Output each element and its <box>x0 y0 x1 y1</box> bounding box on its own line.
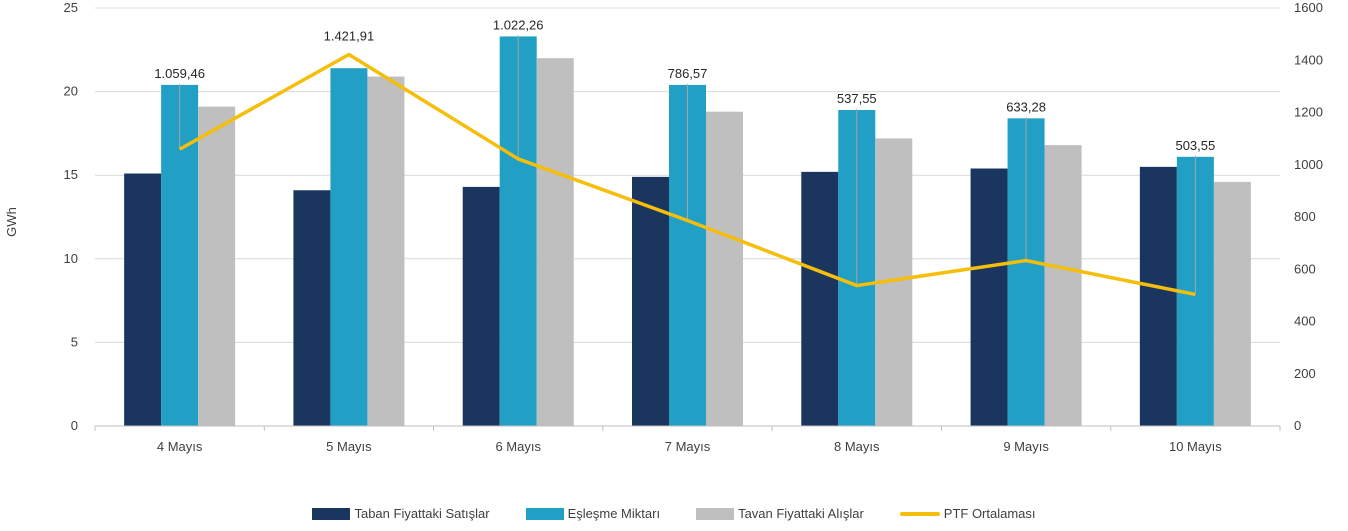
y-tick-label: 15 <box>64 167 78 182</box>
y-tick-label: 25 <box>64 0 78 15</box>
data-label: 633,28 <box>1006 99 1046 114</box>
y-axis-right: 0 200 400 600 800 1000 1200 1400 1600 <box>1294 0 1323 433</box>
ptf-line-path <box>178 52 1196 297</box>
x-axis: 4 Mayıs 5 Mayıs 6 Mayıs 7 Mayıs 8 Mayıs 9 May… <box>94 425 1281 454</box>
legend-swatch-eslesme <box>525 507 564 520</box>
legend-item-tavan: Tavan Fiyattaki Alışlar <box>696 506 864 521</box>
bar <box>293 190 331 426</box>
data-label: 1.421,91 <box>324 29 375 44</box>
y2-tick-label: 200 <box>1294 366 1316 381</box>
y-tick-label: 20 <box>64 84 78 99</box>
legend: Taban Fiyattaki Satışlar Eşleşme Miktarı… <box>0 506 1348 521</box>
bar <box>1044 145 1082 426</box>
y2-tick-label: 0 <box>1294 418 1301 433</box>
x-tick-label: 5 Mayıs <box>326 439 372 454</box>
x-tick-label: 9 Mayıs <box>1003 439 1049 454</box>
legend-item-ptf: PTF Ortalaması <box>899 506 1036 521</box>
y2-tick-label: 1000 <box>1294 157 1323 172</box>
data-label: 503,55 <box>1175 138 1215 153</box>
bar <box>1213 181 1251 426</box>
bar <box>330 68 368 426</box>
y2-tick-label: 1600 <box>1294 0 1323 15</box>
data-label: 537,55 <box>837 91 877 106</box>
bars <box>124 36 1251 427</box>
legend-label-tavan: Tavan Fiyattaki Alışlar <box>738 506 864 521</box>
y-axis-title: GWh <box>4 207 19 237</box>
legend-swatch-ptf <box>899 511 940 516</box>
data-label: 1.059,46 <box>154 66 205 81</box>
y2-tick-label: 1400 <box>1294 52 1323 67</box>
ptf-line <box>178 52 1196 297</box>
legend-swatch-tavan <box>696 507 735 520</box>
y-axis-left: 0 5 10 15 20 25 <box>64 0 78 433</box>
leader-lines <box>179 35 1196 295</box>
y-tick-label: 0 <box>71 418 78 433</box>
bar <box>198 106 236 426</box>
legend-item-eslesme: Eşleşme Miktarı <box>525 506 661 521</box>
bar <box>1139 166 1177 426</box>
x-tick-label: 8 Mayıs <box>834 439 880 454</box>
y-tick-label: 10 <box>64 251 78 266</box>
bar <box>367 76 405 426</box>
legend-label-taban: Taban Fiyattaki Satışlar <box>354 506 490 521</box>
bar <box>536 58 574 426</box>
y2-tick-label: 800 <box>1294 209 1316 224</box>
bar <box>801 171 839 426</box>
legend-label-eslesme: Eşleşme Miktarı <box>567 506 661 521</box>
bar <box>970 168 1008 426</box>
legend-item-taban: Taban Fiyattaki Satışlar <box>312 506 490 521</box>
data-label: 1.022,26 <box>493 17 544 32</box>
x-tick-label: 4 Mayıs <box>157 439 203 454</box>
y2-tick-label: 1200 <box>1294 105 1323 120</box>
y2-tick-label: 400 <box>1294 314 1316 329</box>
x-tick-label: 10 Mayıs <box>1169 439 1222 454</box>
data-labels: 1.059,46 1.421,91 1.022,26 786,57 537,55 633,… <box>154 17 1215 152</box>
bar <box>462 186 500 426</box>
bar <box>706 111 743 426</box>
bar <box>124 173 162 426</box>
bar <box>632 176 669 426</box>
legend-swatch-taban <box>312 507 351 520</box>
legend-label-ptf: PTF Ortalaması <box>943 506 1036 521</box>
y2-tick-label: 600 <box>1294 261 1316 276</box>
x-tick-label: 7 Mayıs <box>665 439 711 454</box>
data-label: 786,57 <box>668 66 708 81</box>
y-tick-label: 5 <box>71 334 78 349</box>
x-tick-label: 6 Mayıs <box>495 439 541 454</box>
